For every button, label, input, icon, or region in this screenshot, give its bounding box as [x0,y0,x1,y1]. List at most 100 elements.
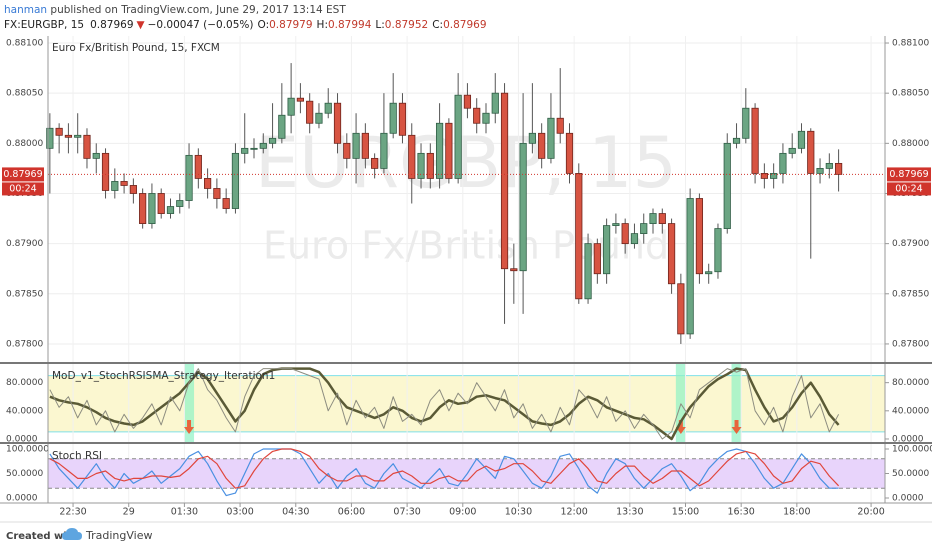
candle-body [528,132,536,144]
candle-body [426,152,434,179]
y-tick-label: 0.87900 [6,239,43,249]
candle-body [120,181,128,186]
candle-body [361,132,369,159]
candle-body [491,92,499,114]
watermark: Euro Fx/British Pound [263,224,669,268]
candle-body [352,132,360,159]
pane-title: MoD_v1_StochRSISMA_Strategy_Iteration1 [52,370,275,382]
frame [0,36,932,523]
candle-body [603,225,611,275]
candle-body [129,185,137,194]
footer-created: Created with [6,531,79,542]
candle-body [584,243,592,300]
candle-body [185,154,193,201]
y-tick-label: 0.88050 [892,89,929,99]
y-tick-label: 0.87850 [892,289,929,299]
x-tick-label: 18:00 [783,507,810,518]
x-tick-label: 03:00 [226,507,253,518]
y-tick-label: 0.88100 [6,39,43,49]
candle-body [788,147,796,154]
countdown-label: 00:24 [9,183,36,194]
indicator-line [49,368,840,440]
candle-body [389,102,397,134]
candle-body [315,112,323,124]
candle-body [825,162,833,169]
signal-highlight [675,364,686,442]
candle-body [204,178,212,189]
publish-info: published on TradingView.com, June 29, 2… [47,4,346,16]
publish-line: hanman published on TradingView.com, Jun… [4,4,346,16]
x-tick-label: 12:00 [560,507,587,518]
candle-body [538,132,546,159]
candle-body [565,132,574,174]
candle-body [148,193,156,224]
candle-body [445,122,453,179]
candle-body [333,102,342,144]
candle-body [55,127,63,136]
indicator-line [49,448,839,497]
candle-body [547,117,555,159]
countdown-label: 00:24 [895,183,922,194]
y-tick-label: 0.87900 [892,239,929,249]
candle-body [306,100,314,124]
brand-logo [62,528,82,540]
pane-title: Stoch RSI [52,450,102,462]
candle-body [454,94,462,179]
indicator-line [49,367,840,441]
ohlc-value: 0.87952 [385,19,428,31]
x-tick-label: 06:00 [338,507,365,518]
ohlc-label: C: [432,19,443,31]
candle-body [222,198,230,209]
x-tick-label: 13:30 [616,507,643,518]
candle-body [732,137,741,144]
x-tick-label: 01:30 [171,507,198,518]
candle-body [101,152,110,191]
last: 0.87969 [90,19,133,31]
y-tick-label: 100.0000 [6,444,49,454]
candle-body [380,132,388,169]
x-tick-label: 07:30 [393,507,420,518]
y-tick-label: 80.0000 [6,378,43,388]
indicator-line [49,448,840,489]
candle-body [241,147,249,154]
y-tick-label: 40.0000 [892,406,929,416]
countdown-tag [2,182,44,196]
candle-body [435,122,444,179]
ohlc-label: L: [375,19,384,31]
ohlc-label: O: [258,19,270,31]
signal-arrow [675,420,686,434]
candle-body [575,173,583,300]
y-tick-label: 0.0000 [892,434,924,444]
candle-body [296,97,304,102]
last-price-tag [887,167,931,182]
candle-body [835,162,843,175]
x-tick-label: 04:30 [282,507,309,518]
candle-body [473,107,481,124]
candle-body [630,233,639,245]
y-tick-label: 0.0000 [6,434,38,444]
candle-body [519,142,527,272]
candle-body [621,223,629,245]
candle-body [259,142,267,149]
ohlc-label: H: [317,19,328,31]
candle-body [556,117,564,134]
candle-body [807,130,815,174]
y-tick-label: 80.0000 [892,378,929,388]
y-tick-label: 50.0000 [6,469,43,479]
footer-brand[interactable]: TradingView [85,529,152,542]
candle-body [695,198,704,275]
author[interactable]: hanman [4,4,47,16]
signal-arrow [731,420,742,434]
countdown-tag [887,182,931,196]
candle-body [157,193,165,214]
symbol: FX:EURGBP, 15 [4,19,84,31]
candle-body [482,112,490,124]
x-tick-label: 10:30 [505,507,532,518]
level-band [48,458,885,489]
watermark: EURGBP, 15 [255,122,677,204]
signal-arrow [184,420,195,434]
last-price-tag [2,167,44,182]
signal-highlight [731,364,742,442]
candle-body [705,271,713,275]
candle-body [417,152,425,179]
